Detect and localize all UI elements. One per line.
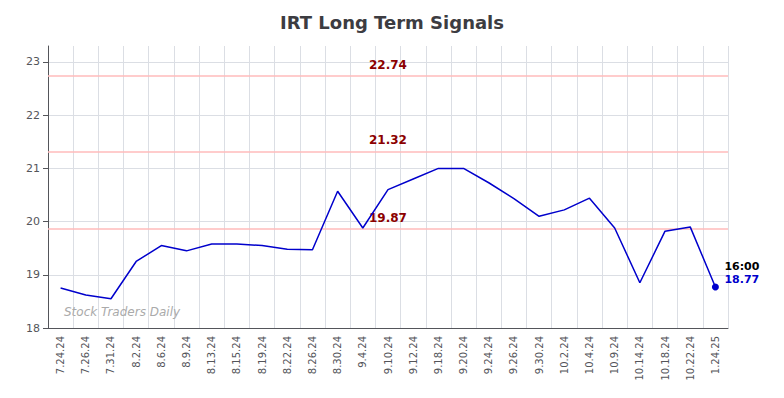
svg-text:10.14.24: 10.14.24 [634,336,645,381]
svg-text:19: 19 [26,268,40,281]
svg-text:18: 18 [26,322,40,335]
svg-text:18.77: 18.77 [724,273,759,286]
svg-text:7.24.24: 7.24.24 [55,336,66,374]
svg-text:9.4.24: 9.4.24 [357,336,368,368]
svg-text:7.26.24: 7.26.24 [80,336,91,374]
svg-text:22.74: 22.74 [369,58,407,72]
svg-text:8.2.24: 8.2.24 [131,336,142,368]
svg-text:7.31.24: 7.31.24 [105,336,116,374]
svg-text:21.32: 21.32 [369,133,407,147]
svg-text:9.10.24: 9.10.24 [383,336,394,374]
svg-text:8.15.24: 8.15.24 [231,336,242,374]
svg-text:8.6.24: 8.6.24 [156,336,167,368]
svg-text:8.13.24: 8.13.24 [206,336,217,374]
svg-text:8.22.24: 8.22.24 [282,336,293,374]
svg-text:9.30.24: 9.30.24 [534,336,545,374]
svg-text:10.4.24: 10.4.24 [584,336,595,374]
svg-text:10.22.24: 10.22.24 [685,336,696,381]
svg-text:1.24.25: 1.24.25 [710,336,721,374]
svg-text:19.87: 19.87 [369,211,407,225]
svg-text:10.18.24: 10.18.24 [660,336,671,381]
svg-text:9.24.24: 9.24.24 [483,336,494,374]
svg-text:22: 22 [26,109,40,122]
svg-text:Stock Traders Daily: Stock Traders Daily [64,305,181,319]
svg-text:10.9.24: 10.9.24 [609,336,620,374]
svg-text:9.20.24: 9.20.24 [458,336,469,374]
svg-text:16:00: 16:00 [724,260,759,273]
svg-text:9.12.24: 9.12.24 [408,336,419,374]
svg-text:10.2.24: 10.2.24 [559,336,570,374]
svg-text:21: 21 [26,162,40,175]
svg-text:8.19.24: 8.19.24 [257,336,268,374]
svg-text:23: 23 [26,55,40,68]
svg-text:8.30.24: 8.30.24 [332,336,343,374]
svg-text:8.9.24: 8.9.24 [181,336,192,368]
svg-text:20: 20 [26,215,40,228]
svg-text:IRT Long Term Signals: IRT Long Term Signals [280,12,504,33]
svg-text:8.26.24: 8.26.24 [307,336,318,374]
svg-text:9.18.24: 9.18.24 [433,336,444,374]
svg-text:9.26.24: 9.26.24 [508,336,519,374]
